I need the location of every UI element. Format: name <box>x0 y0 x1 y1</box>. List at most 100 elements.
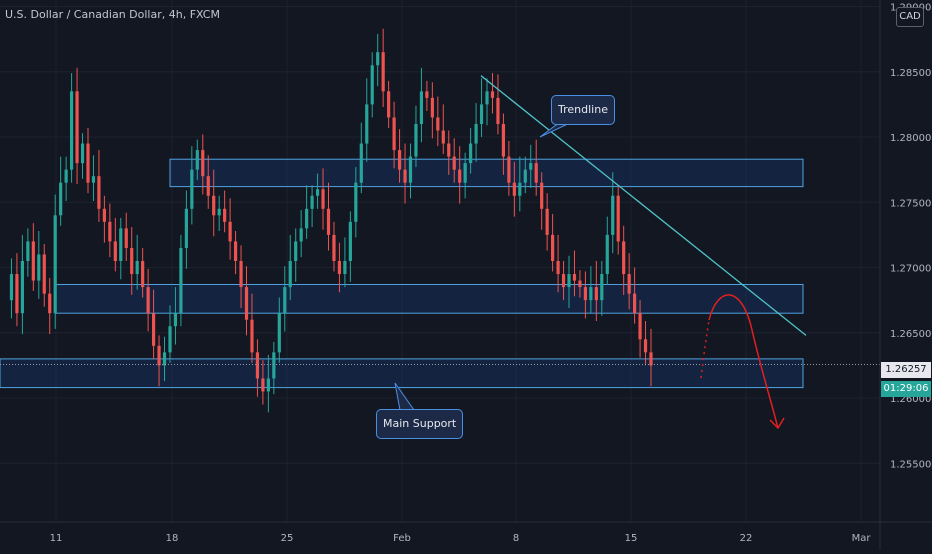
last-price-label: 1.26257 <box>881 362 931 378</box>
candle-body <box>9 274 14 301</box>
candle-body <box>507 156 511 183</box>
candle-body <box>321 189 325 209</box>
candle-body <box>130 247 134 275</box>
candle-body <box>283 287 287 314</box>
candle-body <box>561 274 566 288</box>
candle-body <box>266 378 270 392</box>
candle-body <box>392 117 396 151</box>
trendline-callout-tail <box>539 121 573 138</box>
trendline[interactable] <box>480 75 807 336</box>
candle-body <box>616 195 620 242</box>
candle-body <box>86 143 90 183</box>
candle-body <box>534 163 538 183</box>
price-zone[interactable] <box>169 158 804 188</box>
candle-body <box>31 241 35 281</box>
currency-button[interactable]: CAD <box>896 7 924 27</box>
zones[interactable] <box>0 158 804 389</box>
candle-body <box>179 247 183 314</box>
candle-body <box>288 261 292 288</box>
candle-body <box>244 287 249 320</box>
candle-body <box>414 123 418 157</box>
candle-body <box>643 339 648 353</box>
candle-body <box>430 97 434 118</box>
candle-body <box>447 143 451 157</box>
overlays[interactable] <box>0 75 880 430</box>
candle-body <box>108 221 112 242</box>
candle-body <box>37 254 41 281</box>
candle-body <box>26 241 30 261</box>
x-tick-label: 11 <box>50 533 63 544</box>
candle-body <box>578 280 582 288</box>
candle-body <box>551 234 555 261</box>
candle-body <box>206 176 210 196</box>
candle-body <box>201 150 205 177</box>
candle-body <box>425 91 429 98</box>
candle-body <box>627 274 631 294</box>
candle-body <box>80 143 85 164</box>
candle-body <box>436 117 440 131</box>
candle-body <box>42 254 46 294</box>
projection-path[interactable] <box>708 294 779 429</box>
price-zone[interactable] <box>55 283 804 314</box>
candle-body <box>600 274 604 301</box>
support-callout[interactable]: Main Support <box>376 409 464 439</box>
candle-body <box>354 182 358 222</box>
support-callout-tail <box>394 382 415 411</box>
candle-body <box>15 274 19 314</box>
candle-body <box>458 169 462 183</box>
candle-body <box>124 228 128 248</box>
candle-body <box>277 313 281 353</box>
candle-body <box>605 234 609 275</box>
candle-body <box>168 326 172 353</box>
candle-body <box>403 169 407 183</box>
candle-body <box>272 352 276 379</box>
y-tick-label: 1.26500 <box>890 329 931 340</box>
x-tick-label: 15 <box>625 533 638 544</box>
candle-body <box>212 195 216 216</box>
candle-body <box>408 156 413 183</box>
candle-body <box>102 208 106 222</box>
candle-body <box>228 221 232 242</box>
candle-body <box>217 208 221 216</box>
candle-body <box>173 313 178 327</box>
candle-body <box>567 274 571 288</box>
candle-body <box>195 150 199 170</box>
candle-body <box>452 156 456 170</box>
candle-body <box>469 143 473 164</box>
candle-body <box>572 274 577 281</box>
candle-body <box>441 130 445 144</box>
candle-body <box>649 352 653 366</box>
candle-body <box>141 261 145 288</box>
candle-body <box>184 208 188 248</box>
trendline-callout[interactable]: Trendline <box>551 95 615 125</box>
candle-body <box>359 143 363 183</box>
countdown-label: 01:29:06 <box>881 381 931 397</box>
candle-body <box>53 215 57 314</box>
candle-body <box>633 293 637 314</box>
candle-body <box>512 182 516 196</box>
price-zone[interactable] <box>0 358 804 389</box>
y-tick-label: 1.27500 <box>890 198 931 209</box>
candle-body <box>545 208 549 235</box>
candle-body <box>540 182 544 209</box>
candle-body <box>239 261 243 288</box>
candle-body <box>501 123 506 157</box>
candle-body <box>233 241 238 261</box>
candle-body <box>310 195 314 209</box>
candle-body <box>190 169 194 209</box>
candle-body <box>294 241 298 261</box>
candles <box>9 28 653 413</box>
candle-body <box>523 169 527 183</box>
y-tick-label: 1.28500 <box>890 68 931 79</box>
projection-dotted-path <box>700 319 710 379</box>
candle-body <box>348 221 352 261</box>
candle-body <box>370 65 374 105</box>
candle-body <box>97 176 101 209</box>
candle-body <box>529 163 533 170</box>
candle-body <box>91 176 96 183</box>
candle-body <box>381 52 385 92</box>
candle-body <box>119 228 123 261</box>
